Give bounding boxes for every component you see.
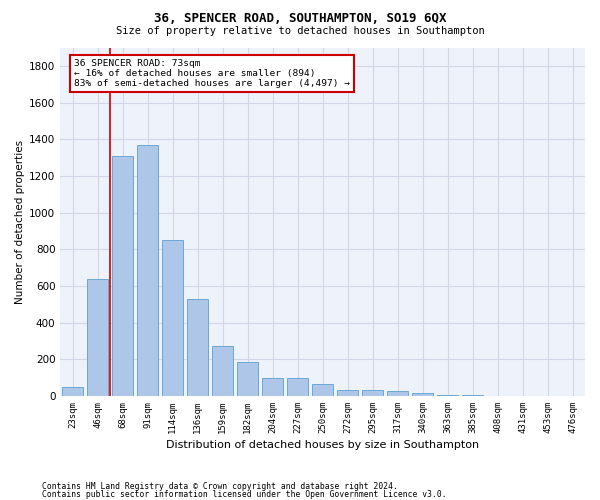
Text: 36 SPENCER ROAD: 73sqm
← 16% of detached houses are smaller (894)
83% of semi-de: 36 SPENCER ROAD: 73sqm ← 16% of detached… — [74, 58, 350, 88]
Bar — [162, 240, 184, 396]
Bar — [262, 378, 283, 396]
Text: 36, SPENCER ROAD, SOUTHAMPTON, SO19 6QX: 36, SPENCER ROAD, SOUTHAMPTON, SO19 6QX — [154, 12, 446, 26]
Bar — [87, 278, 109, 396]
Bar — [137, 144, 158, 396]
Text: Contains public sector information licensed under the Open Government Licence v3: Contains public sector information licen… — [42, 490, 446, 499]
Bar — [237, 362, 258, 396]
Bar — [212, 346, 233, 396]
Bar — [337, 390, 358, 396]
Bar — [187, 298, 208, 396]
Bar — [387, 392, 408, 396]
Bar — [312, 384, 333, 396]
Bar — [62, 387, 83, 396]
Text: Contains HM Land Registry data © Crown copyright and database right 2024.: Contains HM Land Registry data © Crown c… — [42, 482, 398, 491]
X-axis label: Distribution of detached houses by size in Southampton: Distribution of detached houses by size … — [166, 440, 479, 450]
Text: Size of property relative to detached houses in Southampton: Size of property relative to detached ho… — [116, 26, 484, 36]
Y-axis label: Number of detached properties: Number of detached properties — [15, 140, 25, 304]
Bar — [437, 395, 458, 396]
Bar — [462, 395, 483, 396]
Bar — [362, 390, 383, 396]
Bar — [412, 393, 433, 396]
Bar — [287, 378, 308, 396]
Bar — [112, 156, 133, 396]
